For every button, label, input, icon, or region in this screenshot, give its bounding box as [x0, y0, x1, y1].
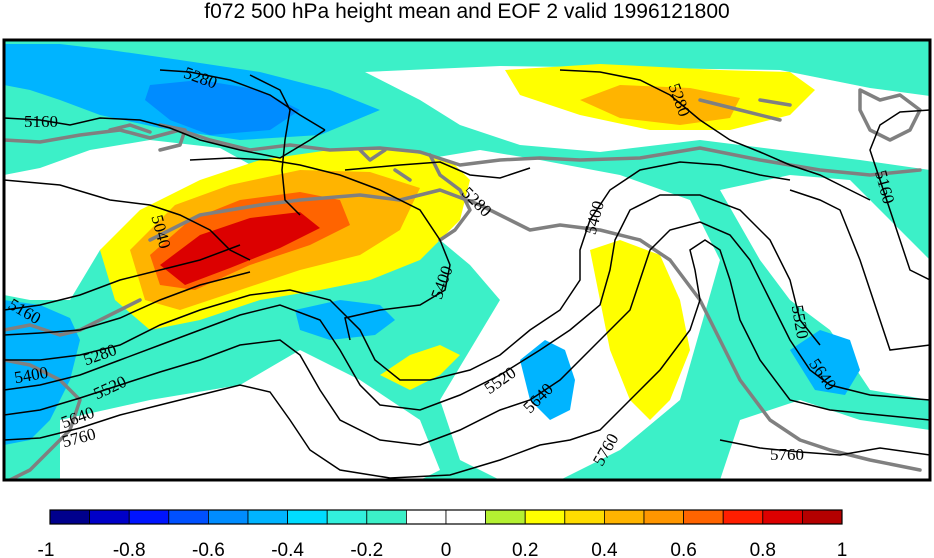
shade-positive-orange — [580, 85, 740, 125]
colorbar-swatch — [762, 509, 803, 525]
contour-5280-a — [249, 74, 301, 216]
shade-positive-yellow — [590, 240, 690, 420]
contour-5160-b — [4, 244, 241, 311]
colorbar-tick-label: 0.6 — [670, 540, 696, 558]
shade-positive-yellow — [380, 345, 460, 390]
colorbar-tick-label: 0.4 — [591, 540, 618, 558]
colorbar-tick-label: -0.2 — [350, 540, 383, 558]
contour-5160-north — [4, 117, 326, 159]
colorbar-tick-label: 0.8 — [750, 540, 776, 558]
coastline-layer — [4, 88, 922, 480]
shade-negative-blue — [145, 80, 300, 135]
shade-negative-lightblue — [790, 330, 860, 395]
contour-5040 — [4, 179, 251, 261]
colorbar — [49, 509, 843, 525]
contour-5280-b — [344, 161, 531, 179]
contour-5640-c — [4, 221, 930, 446]
contour-5760-c — [4, 239, 930, 479]
contour-5280-east — [559, 69, 871, 201]
colorbar-swatch — [89, 509, 130, 525]
contour-5400-east — [789, 189, 930, 351]
eof-shading-layer — [4, 40, 930, 480]
colorbar-swatch — [722, 509, 764, 525]
colorbar-swatch — [564, 509, 605, 525]
colorbar-swatch — [207, 509, 249, 525]
colorbar-border — [49, 509, 843, 525]
colorbar-swatch — [366, 509, 407, 525]
colorbar-swatch — [49, 509, 90, 525]
coastline-path — [858, 88, 922, 142]
coastline-path — [698, 98, 792, 122]
coastline-path — [148, 188, 922, 472]
colorbar-tick-label: 0.2 — [512, 540, 538, 558]
colorbar-tick-label: -0.4 — [271, 540, 304, 558]
colorbar-tick-label: 0 — [441, 540, 452, 558]
shade-white-region — [60, 350, 440, 480]
colorbar-tick-label: -0.8 — [113, 540, 146, 558]
colorbar-swatch — [802, 509, 843, 525]
coastline-path — [428, 153, 472, 242]
contour-5520-c — [4, 194, 821, 411]
map-frame — [2, 38, 932, 482]
colorbar-swatch — [485, 509, 526, 525]
shade-white-region — [720, 175, 930, 400]
contour-5280-c — [4, 271, 251, 336]
colorbar-swatch — [247, 509, 288, 525]
shade-negative-lightblue — [520, 340, 575, 420]
contour-5280-north — [159, 69, 326, 131]
coastline-path — [4, 358, 82, 480]
contour-label: 5160 — [24, 112, 58, 131]
colorbar-swatch — [326, 509, 368, 525]
colorbar-swatch — [643, 509, 684, 525]
contour-label: 5760 — [770, 445, 804, 464]
colorbar-tick-labels: -1 -0.8 -0.6 -0.4 -0.2 0 0.2 0.4 0.6 0.8 1 — [38, 540, 848, 558]
coastline-path — [108, 123, 187, 152]
colorbar-swatch — [604, 509, 645, 525]
coastline-path — [358, 148, 412, 182]
colorbar-swatch — [168, 509, 209, 525]
map-title: f072 500 hPa height mean and EOF 2 valid… — [204, 0, 730, 23]
colorbar-tick-label: -1 — [38, 540, 55, 558]
colorbar-tick-label: 1 — [837, 540, 848, 558]
colorbar-swatch — [405, 509, 447, 525]
colorbar-swatch — [524, 509, 566, 525]
contour-5760-east — [719, 439, 930, 456]
colorbar-swatch — [445, 509, 486, 525]
contour-5160-east — [869, 109, 930, 281]
colorbar-swatch — [683, 509, 724, 525]
shade-positive-darkred — [160, 212, 320, 285]
height-contour-layer — [4, 69, 930, 479]
colorbar-tick-label: -0.6 — [192, 540, 225, 558]
contour-5400-c — [4, 161, 791, 381]
coastline-path — [4, 128, 922, 177]
contour-5400-a — [189, 157, 451, 341]
colorbar-swatch — [287, 509, 328, 525]
colorbar-swatch — [128, 509, 170, 525]
